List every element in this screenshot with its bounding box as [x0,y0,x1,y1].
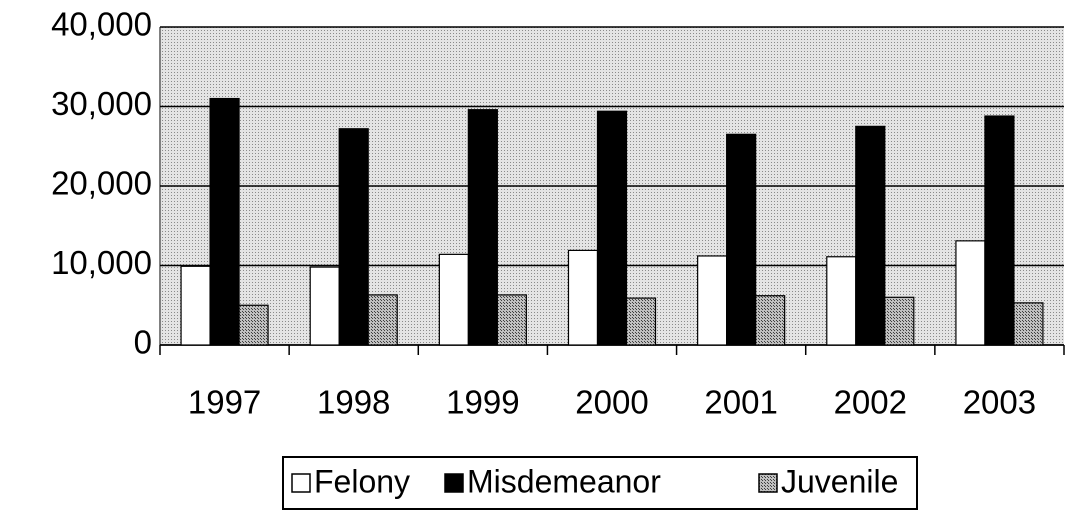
legend-swatch [758,473,778,493]
legend-label: Felony [314,463,410,499]
bar [209,97,240,346]
bar [496,294,527,346]
bar [726,133,757,346]
bar [984,115,1015,346]
x-tick-label: 2001 [704,384,777,421]
legend-swatch [444,473,464,493]
x-tick-label: 2000 [575,384,648,421]
bar [438,253,469,346]
x-tick-label: 2003 [963,384,1036,421]
x-tick-label: 1999 [446,384,519,421]
y-tick-label: 0 [134,324,152,361]
bar [697,255,728,346]
bar [955,240,986,346]
bar [884,296,915,346]
bar [826,256,857,346]
bar [596,110,628,346]
bar [338,128,369,346]
bar [1013,302,1044,346]
bar [467,109,498,346]
bar [367,294,398,346]
legend-label: Misdemeanor [467,463,661,499]
legend-box [282,456,918,510]
bar [238,304,269,346]
bar [180,265,211,346]
y-tick-label: 40,000 [51,6,152,43]
x-tick-label: 2002 [834,384,907,421]
legend-label: Juvenile [781,463,898,499]
legend-swatch [291,473,311,493]
bar [855,125,886,346]
y-tick-label: 10,000 [51,244,152,281]
x-tick-label: 1998 [317,384,390,421]
bar [755,295,786,346]
y-tick-label: 20,000 [51,165,152,202]
bar [625,297,657,346]
bar [309,266,340,346]
x-tick-label: 1997 [188,384,261,421]
bar [567,249,599,346]
y-tick-label: 30,000 [51,85,152,122]
